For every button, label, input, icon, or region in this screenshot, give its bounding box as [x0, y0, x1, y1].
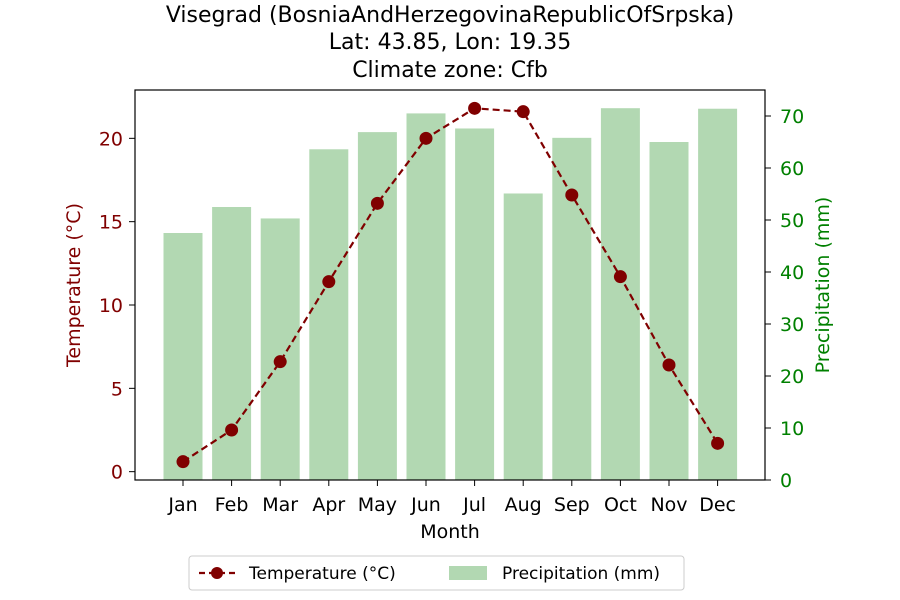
left-y-axis-ticks: 0 5 10 15 20	[99, 128, 135, 484]
precipitation-bar-dec	[698, 108, 738, 480]
legend-precipitation-swatch-icon	[449, 566, 487, 580]
precipitation-bar-jun	[406, 113, 446, 481]
x-tick-label-dec: Dec	[699, 494, 736, 516]
chart-title-line-1: Visegrad (BosniaAndHerzegovinaRepublicOf…	[166, 3, 734, 28]
right-y-tick-label-70: 70	[780, 106, 804, 128]
legend-box	[188, 555, 685, 591]
legend-temperature-label: Temperature (°C)	[248, 564, 396, 584]
x-tick-label-apr: Apr	[312, 494, 345, 516]
temperature-point-mar	[273, 355, 287, 369]
x-tick-label-feb: Feb	[215, 494, 249, 516]
x-tick-label-nov: Nov	[650, 494, 687, 516]
chart-title: Visegrad (BosniaAndHerzegovinaRepublicOf…	[166, 3, 734, 83]
precipitation-bar-may	[357, 132, 397, 480]
temperature-point-aug	[516, 105, 530, 119]
plot-frame	[134, 89, 766, 481]
precipitation-bar-nov	[649, 142, 689, 480]
x-axis-label: Month	[420, 521, 480, 543]
left-y-tick-label-20: 20	[99, 128, 123, 150]
x-tick-label-jul: Jul	[462, 494, 486, 516]
right-y-tick-label-30: 30	[780, 314, 804, 336]
precipitation-bar-jul	[455, 128, 495, 481]
temperature-point-oct	[613, 270, 627, 284]
precipitation-bar-feb	[212, 207, 252, 480]
precipitation-bar-mar	[260, 218, 300, 480]
precipitation-bar-oct	[600, 108, 640, 480]
x-tick-label-oct: Oct	[604, 494, 637, 516]
x-tick-label-sep: Sep	[554, 494, 590, 516]
temperature-line	[176, 101, 725, 469]
precipitation-bars	[163, 108, 738, 481]
right-y-tick-label-0: 0	[780, 470, 792, 492]
x-tick-label-jan: Jan	[167, 494, 197, 516]
temperature-point-jun	[419, 131, 433, 145]
chart-title-line-3: Climate zone: Cfb	[352, 58, 548, 83]
chart-title-line-2: Lat: 43.85, Lon: 19.35	[329, 30, 571, 55]
precipitation-bar-aug	[503, 193, 543, 481]
right-y-tick-label-40: 40	[780, 262, 804, 284]
temperature-point-dec	[711, 436, 725, 450]
x-axis-ticks: Jan Feb Mar Apr May Jun Jul Aug Sep Oct Nov Dec	[167, 480, 736, 516]
legend: Temperature (°C) Precipitation (mm)	[188, 555, 685, 591]
left-y-tick-label-5: 5	[111, 378, 123, 400]
left-y-tick-label-10: 10	[99, 295, 123, 317]
right-y-tick-label-10: 10	[780, 418, 804, 440]
x-tick-label-aug: Aug	[505, 494, 542, 516]
legend-temperature-marker-icon	[211, 567, 223, 579]
temperature-point-apr	[322, 275, 336, 289]
precipitation-bar-jan	[163, 233, 203, 480]
right-y-tick-label-20: 20	[780, 366, 804, 388]
left-y-tick-label-15: 15	[99, 212, 123, 234]
right-y-tick-label-60: 60	[780, 158, 804, 180]
left-y-axis-label: Temperature (°C)	[63, 203, 85, 368]
temperature-point-may	[370, 196, 384, 210]
temperature-point-feb	[225, 423, 239, 437]
temperature-series-line	[182, 107, 719, 463]
right-y-axis-label: Precipitation (mm)	[812, 197, 834, 374]
precipitation-bar-apr	[309, 149, 349, 480]
temperature-point-jul	[468, 101, 482, 115]
left-y-tick-label-0: 0	[111, 462, 123, 484]
x-tick-label-may: May	[358, 494, 397, 516]
temperature-point-jan	[176, 455, 190, 469]
right-y-tick-label-50: 50	[780, 210, 804, 232]
temperature-point-nov	[662, 358, 676, 372]
temperature-point-sep	[565, 188, 579, 202]
x-tick-label-jun: Jun	[410, 494, 441, 516]
right-y-axis-ticks: 0 10 20 30 40 50 60 70	[765, 106, 804, 492]
legend-precipitation-label: Precipitation (mm)	[502, 564, 660, 584]
x-tick-label-mar: Mar	[262, 494, 298, 516]
